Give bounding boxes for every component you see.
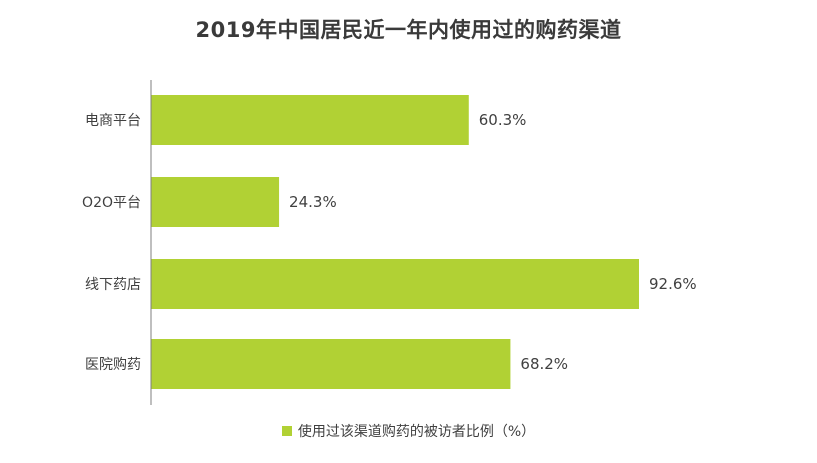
legend: 使用过该渠道购药的被访者比例（%） bbox=[0, 421, 817, 441]
value-label-1: 24.3% bbox=[289, 193, 337, 211]
chart-title: 2019年中国居民近一年内使用过的购药渠道 bbox=[195, 18, 622, 42]
bar-2 bbox=[151, 259, 640, 309]
bar-1 bbox=[151, 177, 280, 227]
legend-label: 使用过该渠道购药的被访者比例（%） bbox=[297, 424, 536, 440]
legend-swatch bbox=[281, 426, 292, 436]
value-label-0: 60.3% bbox=[479, 111, 527, 129]
bars-group bbox=[151, 95, 640, 389]
value-label-2: 92.6% bbox=[649, 275, 697, 293]
category-label-1: O2O平台 bbox=[82, 195, 141, 211]
bar-0 bbox=[151, 95, 469, 145]
category-label-0: 电商平台 bbox=[85, 113, 141, 129]
value-label-3: 68.2% bbox=[520, 355, 568, 373]
value-labels-group: 60.3% 24.3% 92.6% 68.2% bbox=[289, 111, 697, 373]
category-label-2: 线下药店 bbox=[85, 277, 141, 293]
bar-3 bbox=[151, 339, 511, 389]
category-label-3: 医院购药 bbox=[85, 357, 141, 373]
